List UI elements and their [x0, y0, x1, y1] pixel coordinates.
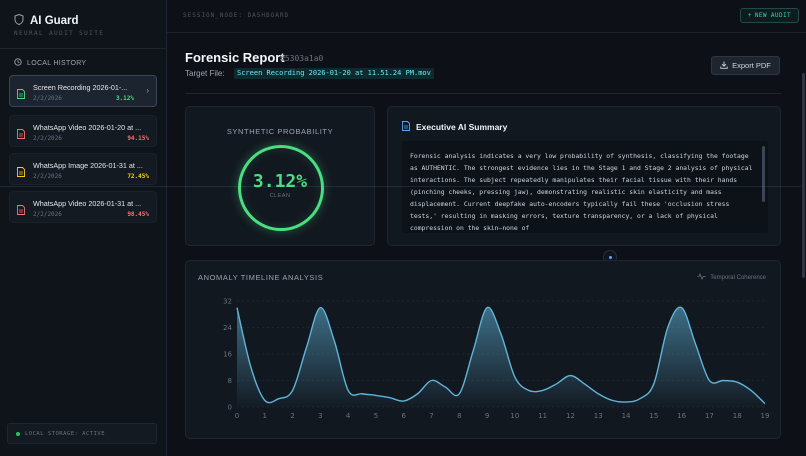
pulse-icon: [697, 272, 706, 282]
y-tick-label: 0: [228, 404, 232, 412]
history-item-score: 98.45%: [127, 211, 149, 218]
report-id: #5303a1a0: [280, 54, 324, 63]
file-icon: [17, 202, 25, 220]
x-tick-label: 1: [263, 412, 267, 420]
history-label: LOCAL HISTORY: [27, 59, 87, 67]
history-item-score: 72.45%: [127, 173, 149, 180]
summary-card: Executive AI Summary Forensic analysis i…: [387, 106, 781, 246]
x-tick-label: 17: [705, 412, 714, 420]
x-tick-label: 14: [622, 412, 631, 420]
summary-scrollbar[interactable]: [762, 146, 765, 202]
x-tick-label: 15: [649, 412, 658, 420]
series-line: [236, 306, 766, 405]
new-audit-label: NEW AUDIT: [754, 12, 791, 19]
x-tick-label: 11: [538, 412, 547, 420]
export-label: Export PDF: [732, 61, 771, 70]
target-label: Target File:: [185, 69, 225, 78]
status-dot-icon: [16, 431, 20, 436]
app-title: AI Guard: [30, 15, 79, 27]
history-header: LOCAL HISTORY: [14, 58, 86, 68]
app-subtitle: NEURAL AUDIT SUITE: [14, 30, 105, 37]
x-tick-label: 10: [510, 412, 519, 420]
export-pdf-button[interactable]: Export PDF: [711, 56, 780, 75]
divider: [185, 93, 781, 94]
history-item-date: 2/2/2026: [33, 135, 62, 142]
history-item-name: WhatsApp Image 2026-01-31 at ...: [33, 161, 143, 170]
file-icon: [17, 164, 25, 182]
history-item-date: 2/2/2026: [33, 173, 62, 180]
x-tick-label: 16: [677, 412, 686, 420]
session-label: SESSION_NODE: DASHBOARD: [183, 12, 290, 19]
x-tick-label: 0: [235, 412, 239, 420]
probability-ring: [238, 145, 324, 231]
target-file: Screen Recording 2026-01-20 at 11.51.24 …: [234, 68, 434, 79]
x-tick-label: 13: [594, 412, 603, 420]
x-tick-label: 3: [318, 412, 322, 420]
history-item-date: 2/2/2026: [33, 211, 62, 218]
page-scrollbar[interactable]: [801, 33, 806, 456]
x-tick-label: 12: [566, 412, 575, 420]
probability-status: CLEAN: [269, 193, 291, 199]
storage-label: LOCAL STORAGE: ACTIVE: [25, 430, 106, 437]
probability-label: SYNTHETIC PROBABILITY: [226, 127, 334, 136]
summary-title: Executive AI Summary: [416, 122, 508, 132]
document-icon: [402, 121, 410, 133]
chart-title: ANOMALY TIMELINE ANALYSIS: [198, 273, 324, 282]
history-item-name: WhatsApp Video 2026-01-31 at ...: [33, 199, 142, 208]
history-item-score: 3.12%: [115, 95, 134, 102]
x-tick-label: 18: [733, 412, 742, 420]
y-tick-label: 16: [223, 351, 232, 359]
divider: [0, 48, 167, 49]
shield-icon: [14, 12, 24, 30]
sidebar: AI Guard NEURAL AUDIT SUITE LOCAL HISTOR…: [0, 0, 167, 456]
history-icon: [14, 58, 22, 68]
new-audit-button[interactable]: + NEW AUDIT: [739, 8, 799, 23]
chevron-right-icon: ›: [146, 86, 149, 95]
x-tick-label: 2: [290, 412, 294, 420]
probability-value: 3.12%: [252, 171, 308, 192]
page-title: Forensic Report: [185, 50, 285, 65]
anomaly-chart-card: ANOMALY TIMELINE ANALYSIS Temporal Coher…: [185, 260, 781, 439]
topbar: SESSION_NODE: DASHBOARD + NEW AUDIT: [167, 0, 806, 33]
page-scrollbar-thumb[interactable]: [802, 73, 805, 278]
history-item-name: Screen Recording 2026-01-...: [33, 83, 128, 92]
history-item-date: 2/2/2026: [33, 95, 62, 102]
x-tick-label: 8: [457, 412, 461, 420]
history-item[interactable]: Screen Recording 2026-01-... 2/2/2026 3.…: [9, 75, 157, 107]
history-item[interactable]: WhatsApp Image 2026-01-31 at ... 2/2/202…: [9, 153, 157, 185]
scan-line: [0, 186, 806, 187]
summary-scroll-area[interactable]: Forensic analysis indicates a very low p…: [402, 141, 768, 233]
legend-label: Temporal Coherence: [710, 274, 766, 281]
x-tick-label: 7: [429, 412, 433, 420]
x-tick-label: 5: [374, 412, 378, 420]
history-item[interactable]: WhatsApp Video 2026-01-31 at ... 2/2/202…: [9, 191, 157, 223]
x-tick-label: 4: [346, 412, 351, 420]
y-tick-label: 32: [223, 298, 232, 306]
storage-status: LOCAL STORAGE: ACTIVE: [7, 423, 157, 444]
probability-card: SYNTHETIC PROBABILITY 3.12% CLEAN: [185, 106, 375, 246]
file-icon: [17, 86, 25, 104]
plus-icon: +: [747, 12, 752, 19]
history-item-name: WhatsApp Video 2026-01-20 at ...: [33, 123, 142, 132]
x-tick-label: 6: [402, 412, 407, 420]
y-tick-label: 24: [223, 324, 232, 332]
summary-header: Executive AI Summary: [402, 121, 507, 133]
series-area: [237, 307, 765, 407]
file-icon: [17, 126, 25, 144]
brand: AI Guard: [14, 12, 79, 30]
history-item[interactable]: WhatsApp Video 2026-01-20 at ... 2/2/202…: [9, 115, 157, 147]
y-tick-label: 8: [228, 377, 232, 385]
x-tick-label: 19: [761, 412, 770, 420]
history-item-score: 94.15%: [127, 135, 149, 142]
chart-legend: Temporal Coherence: [697, 272, 766, 282]
summary-text: Forensic analysis indicates a very low p…: [410, 152, 753, 232]
x-tick-label: 9: [485, 412, 489, 420]
download-icon: [720, 61, 728, 71]
